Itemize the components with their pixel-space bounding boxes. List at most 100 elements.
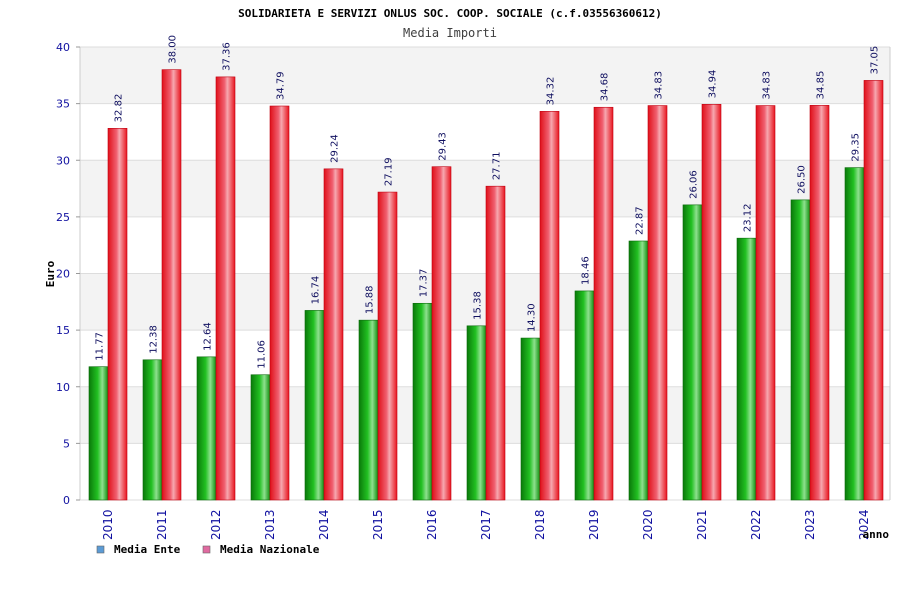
value-label: 15.38 xyxy=(473,291,484,320)
bar-media-nazionale-2020 xyxy=(647,105,668,501)
value-label: 22.87 xyxy=(635,206,646,235)
value-label: 38.00 xyxy=(168,35,179,64)
value-label: 34.79 xyxy=(276,71,287,100)
x-tick-label: 2012 xyxy=(209,509,223,540)
x-tick-label: 2022 xyxy=(749,509,763,540)
bar-media-ente-2021 xyxy=(682,204,703,501)
value-label: 29.24 xyxy=(330,134,341,163)
bar-media-ente-2012 xyxy=(196,356,217,501)
bar-media-nazionale-2022 xyxy=(755,105,776,501)
bar-media-nazionale-2010 xyxy=(107,128,128,501)
value-label: 34.32 xyxy=(546,77,557,106)
y-tick-label: 20 xyxy=(56,268,70,281)
value-label: 14.30 xyxy=(527,303,538,332)
bar-media-nazionale-2021 xyxy=(701,104,722,501)
bar-media-ente-2020 xyxy=(628,240,649,501)
value-label: 34.83 xyxy=(654,71,665,100)
bar-media-nazionale-2011 xyxy=(161,69,182,501)
value-label: 37.36 xyxy=(222,42,233,71)
bar-media-nazionale-2016 xyxy=(431,166,452,501)
x-tick-label: 2019 xyxy=(587,509,601,540)
grid-band xyxy=(80,103,890,161)
value-label: 17.37 xyxy=(419,269,430,298)
bar-media-ente-2013 xyxy=(250,374,271,501)
value-label: 12.38 xyxy=(149,325,160,354)
bar-media-ente-2014 xyxy=(304,310,325,501)
value-label: 11.06 xyxy=(257,340,268,369)
legend-swatch xyxy=(96,545,105,554)
value-label: 26.50 xyxy=(797,165,808,194)
y-axis-ticks: 0 5 10 15 20 25 30 35 40 xyxy=(56,41,80,507)
bar-media-nazionale-2013 xyxy=(269,105,290,501)
y-tick-label: 15 xyxy=(56,324,70,337)
y-tick-label: 0 xyxy=(63,494,70,507)
legend-label: Media Nazionale xyxy=(220,543,320,556)
bar-media-nazionale-2024 xyxy=(863,80,884,501)
y-tick-label: 40 xyxy=(56,41,70,54)
y-tick-label: 10 xyxy=(56,381,70,394)
legend-label: Media Ente xyxy=(114,543,181,556)
value-label: 27.19 xyxy=(384,157,395,186)
value-label: 18.46 xyxy=(581,256,592,285)
value-label: 15.88 xyxy=(365,286,376,315)
x-tick-label: 2024 xyxy=(857,509,871,540)
value-label: 26.06 xyxy=(689,170,700,199)
value-label: 34.83 xyxy=(762,71,773,100)
bar-media-nazionale-2014 xyxy=(323,168,344,501)
value-label: 29.35 xyxy=(851,133,862,162)
bar-media-nazionale-2018 xyxy=(539,111,560,501)
x-tick-label: 2018 xyxy=(533,509,547,540)
bar-media-nazionale-2012 xyxy=(215,76,236,501)
value-label: 27.71 xyxy=(492,152,503,181)
bar-media-ente-2024 xyxy=(844,167,865,501)
bar-media-ente-2011 xyxy=(142,359,163,501)
x-axis-label: anno xyxy=(863,528,890,541)
bar-media-ente-2016 xyxy=(412,302,433,501)
x-tick-label: 2020 xyxy=(641,509,655,540)
x-tick-label: 2013 xyxy=(263,509,277,540)
legend-swatch xyxy=(202,545,211,554)
bar-media-ente-2018 xyxy=(520,337,541,501)
x-tick-label: 2014 xyxy=(317,509,331,540)
x-tick-label: 2011 xyxy=(155,509,169,540)
chart-subtitle: Media Importi xyxy=(403,26,497,40)
bar-media-nazionale-2019 xyxy=(593,106,614,501)
x-tick-label: 2023 xyxy=(803,509,817,540)
y-tick-label: 5 xyxy=(63,437,70,450)
bar-media-nazionale-2017 xyxy=(485,185,506,501)
grid-band xyxy=(80,47,890,104)
y-axis-label: Euro xyxy=(44,260,57,287)
bar-media-ente-2015 xyxy=(358,319,379,501)
x-tick-label: 2015 xyxy=(371,509,385,540)
bar-media-nazionale-2015 xyxy=(377,191,398,501)
bars xyxy=(88,69,884,501)
value-labels: 11.77 32.82 12.38 38.00 12.64 37.36 11.06 34.79… xyxy=(95,35,881,369)
bar-media-ente-2022 xyxy=(736,237,757,501)
x-tick-label: 2016 xyxy=(425,509,439,540)
x-tick-label: 2010 xyxy=(101,509,115,540)
bar-media-ente-2017 xyxy=(466,325,487,501)
value-label: 34.68 xyxy=(600,73,611,102)
bar-media-ente-2010 xyxy=(88,366,109,501)
value-label: 23.12 xyxy=(743,204,754,233)
value-label: 34.94 xyxy=(708,70,719,99)
grid-band xyxy=(80,160,890,217)
value-label: 11.77 xyxy=(95,332,106,361)
y-tick-label: 25 xyxy=(56,211,70,224)
value-label: 34.85 xyxy=(816,71,827,100)
chart-title: SOLIDARIETA E SERVIZI ONLUS SOC. COOP. S… xyxy=(238,7,662,20)
y-tick-label: 35 xyxy=(56,98,70,111)
bar-media-ente-2023 xyxy=(790,199,811,501)
x-tick-label: 2017 xyxy=(479,509,493,540)
value-label: 29.43 xyxy=(438,132,449,161)
value-label: 32.82 xyxy=(114,94,125,123)
bar-media-nazionale-2023 xyxy=(809,105,830,501)
value-label: 37.05 xyxy=(870,46,881,75)
y-tick-label: 30 xyxy=(56,154,70,167)
value-label: 16.74 xyxy=(311,276,322,305)
x-tick-label: 2021 xyxy=(695,509,709,540)
bar-media-ente-2019 xyxy=(574,290,595,501)
legend: Media Ente Media Nazionale xyxy=(96,543,320,556)
x-axis-ticks: 2010 2011 2012 2013 2014 2015 2016 2017 2018 2019… xyxy=(101,509,871,540)
